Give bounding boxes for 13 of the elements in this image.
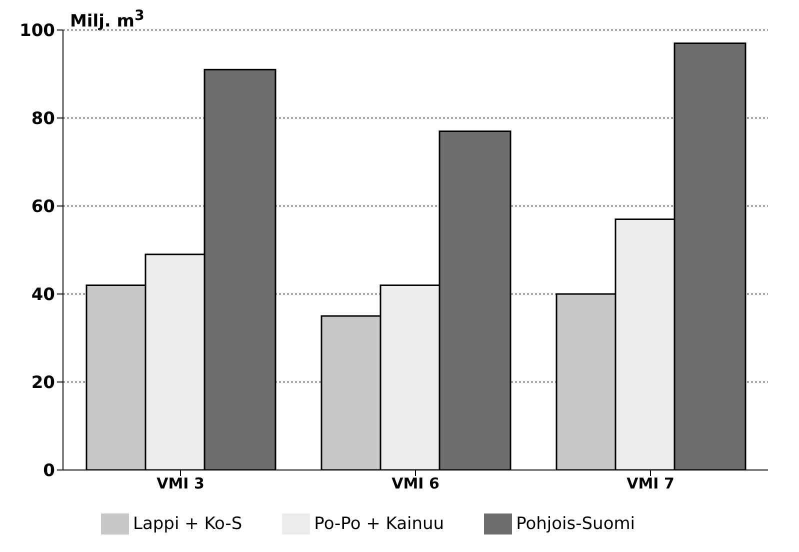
- y-tick-label: 80: [31, 109, 56, 130]
- x-tick-label: VMI 7: [626, 474, 674, 493]
- legend-label: Pohjois-Suomi: [516, 514, 636, 534]
- x-tick-label: VMI 3: [156, 474, 204, 493]
- y-tick-label: 20: [31, 373, 56, 394]
- y-tick-label: 0: [43, 461, 56, 482]
- y-tick-label: 100: [20, 21, 56, 42]
- x-tick-label: VMI 6: [392, 474, 440, 493]
- y-axis-title: Milj. m$^{3}$: [70, 8, 144, 32]
- y-tick-label: 40: [31, 285, 56, 306]
- legend-label: Po-Po + Kainuu: [314, 514, 444, 534]
- y-tick-label: 60: [31, 197, 56, 218]
- legend-label: Lappi + Ko-S: [132, 514, 242, 534]
